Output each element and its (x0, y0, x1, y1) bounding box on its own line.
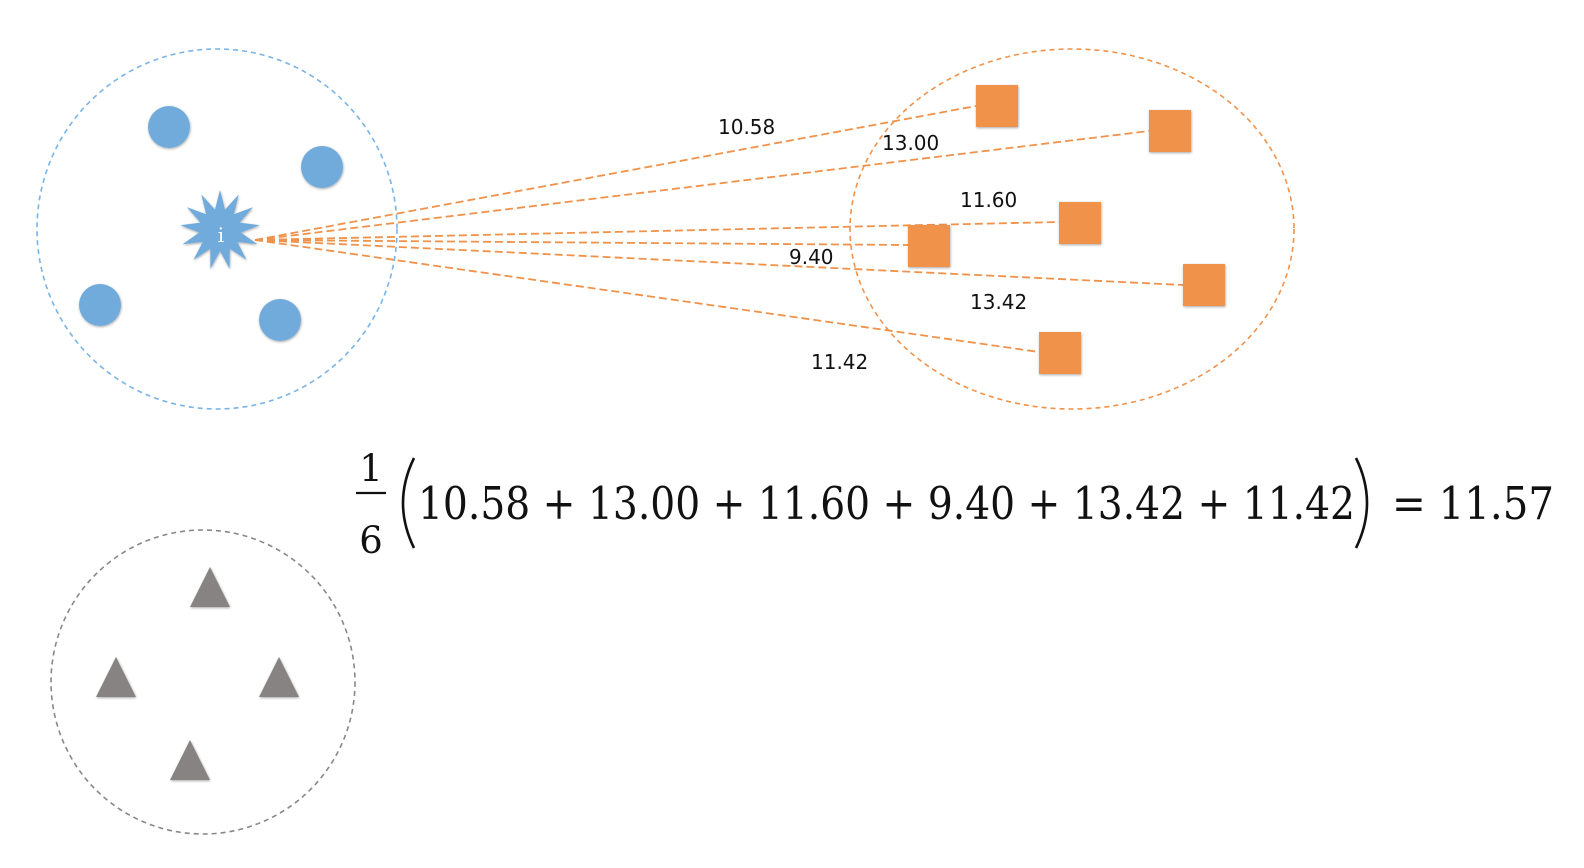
left-parenthesis (401, 457, 416, 549)
distance-label: 11.60 (960, 188, 1017, 212)
gray-triangle-point (259, 657, 299, 697)
distance-lines (254, 105, 1184, 353)
formula-numerator: 1 (359, 447, 383, 490)
distance-label: 13.42 (970, 290, 1027, 314)
distance-label: 11.42 (811, 350, 868, 374)
gray-triangle-point (190, 567, 230, 607)
orange-cluster (908, 85, 1225, 374)
focal-point-starburst-icon (180, 190, 260, 269)
orange-square-point (1183, 264, 1225, 306)
blue-circle-point (148, 106, 190, 148)
blue-cluster-boundary (36, 48, 398, 410)
gray-triangle-point (170, 740, 210, 780)
formula-denominator: 6 (359, 519, 383, 562)
orange-square-point (908, 225, 950, 267)
distance-label: 10.58 (718, 115, 775, 139)
distance-line (254, 130, 1150, 241)
gray-triangle-point (96, 657, 136, 697)
formula-result: = 11.57 (1392, 477, 1554, 530)
distance-line (254, 105, 977, 241)
right-parenthesis (1354, 457, 1369, 549)
distance-line (254, 239, 1184, 286)
orange-square-point (1039, 332, 1081, 374)
distance-label: 13.00 (882, 131, 939, 155)
orange-square-point (1059, 202, 1101, 244)
blue-circle-point (259, 299, 301, 341)
gray-cluster (96, 567, 299, 780)
blue-cluster (79, 106, 343, 341)
blue-circle-point (301, 146, 343, 188)
blue-circle-point (79, 284, 121, 326)
orange-square-point (1149, 110, 1191, 152)
orange-cluster-boundary (849, 48, 1295, 410)
distance-label: 9.40 (789, 245, 834, 269)
formula-expression: 10.58 + 13.00 + 11.60 + 9.40 + 13.42 + 1… (418, 477, 1355, 530)
gray-cluster-boundary (50, 529, 356, 835)
orange-square-point (976, 85, 1018, 127)
distance-line (254, 239, 909, 246)
distance-labels: 10.58 13.00 11.60 9.40 13.42 11.42 (718, 115, 1027, 374)
mean-distance-formula: 1 6 10.58 + 13.00 + 11.60 + 9.40 + 13.42… (356, 447, 1554, 562)
focal-point-label: i (218, 223, 224, 247)
distance-line (254, 221, 1060, 241)
